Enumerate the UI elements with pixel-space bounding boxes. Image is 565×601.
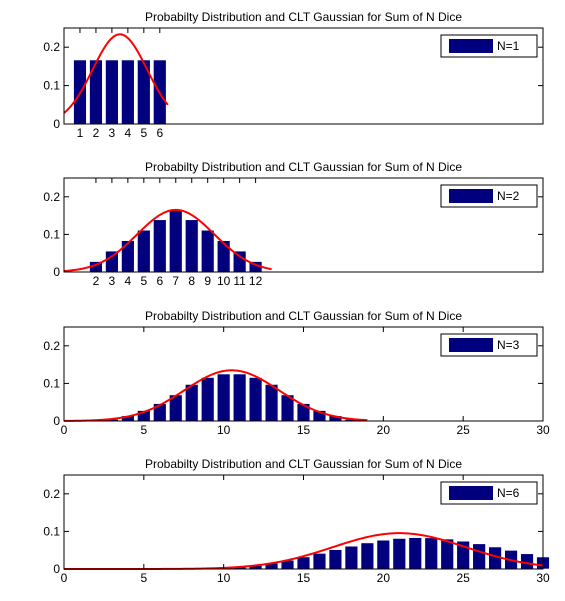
bar — [89, 59, 103, 125]
chart-panel-2: Probabilty Distribution and CLT Gaussian… — [43, 160, 544, 288]
gaussian-curve — [63, 369, 368, 422]
bar — [185, 384, 199, 422]
x-tick-label: 30 — [536, 423, 550, 437]
x-tick-label: 25 — [456, 423, 470, 437]
y-tick-label: 0.1 — [43, 79, 60, 93]
y-tick-label: 0.1 — [43, 227, 60, 241]
x-tick-label: 5 — [140, 423, 147, 437]
bar — [201, 229, 215, 273]
x-tick-label: 5 — [140, 126, 147, 140]
x-tick-label: 2 — [93, 126, 100, 140]
bar — [312, 553, 327, 570]
x-tick-label: 10 — [217, 571, 231, 585]
gaussian-curve — [63, 33, 169, 114]
legend-label: N=6 — [497, 486, 520, 500]
legend-label: N=3 — [497, 338, 520, 352]
bar — [248, 377, 263, 422]
x-tick-label: 7 — [172, 274, 179, 288]
bar — [360, 542, 375, 570]
legend-swatch — [449, 39, 493, 53]
x-tick-label: 6 — [156, 274, 163, 288]
legend: N=2 — [440, 184, 538, 208]
y-tick-label: 0 — [53, 117, 60, 131]
axes-box — [63, 27, 544, 125]
chart-title: Probabilty Distribution and CLT Gaussian… — [145, 160, 462, 174]
y-tick-label: 0.2 — [43, 40, 60, 54]
legend-swatch — [449, 338, 493, 352]
x-tick-label: 0 — [61, 423, 68, 437]
bar — [216, 373, 231, 422]
bar — [232, 373, 247, 422]
x-tick-label: 5 — [140, 571, 147, 585]
chart-title: Probabilty Distribution and CLT Gaussian… — [145, 457, 462, 471]
bar — [137, 59, 151, 125]
legend-swatch — [449, 189, 493, 203]
legend-swatch — [449, 486, 493, 500]
bar — [264, 384, 279, 422]
bar — [169, 209, 183, 273]
bar — [153, 219, 167, 273]
y-tick-label: 0.2 — [43, 190, 60, 204]
y-tick-label: 0.1 — [43, 376, 60, 390]
x-tick-label: 20 — [377, 423, 391, 437]
chart-title: Probabilty Distribution and CLT Gaussian… — [145, 10, 462, 24]
gaussian-curve — [63, 208, 272, 273]
legend-label: N=1 — [497, 39, 520, 53]
chart-panel-4: Probabilty Distribution and CLT Gaussian… — [43, 457, 550, 585]
x-tick-label: 3 — [109, 274, 116, 288]
x-tick-label: 6 — [156, 126, 163, 140]
x-tick-label: 25 — [456, 571, 470, 585]
x-tick-label: 3 — [109, 126, 116, 140]
bar — [121, 59, 135, 125]
x-tick-label: 10 — [217, 274, 231, 288]
x-tick-label: 9 — [204, 274, 211, 288]
x-tick-label: 2 — [93, 274, 100, 288]
bar — [185, 219, 199, 273]
axes-box — [63, 177, 544, 273]
chart-panel-1: Probabilty Distribution and CLT Gaussian… — [43, 10, 544, 140]
x-tick-label: 0 — [61, 571, 68, 585]
bar — [424, 537, 438, 570]
x-tick-label: 4 — [125, 274, 132, 288]
legend: N=6 — [440, 481, 538, 505]
bar — [105, 59, 119, 125]
legend: N=3 — [440, 333, 538, 357]
x-tick-label: 11 — [233, 274, 246, 288]
x-tick-label: 4 — [125, 126, 132, 140]
legend-label: N=2 — [497, 189, 520, 203]
x-tick-label: 20 — [377, 571, 391, 585]
x-tick-label: 5 — [140, 274, 147, 288]
bar — [344, 545, 359, 570]
x-tick-label: 1 — [77, 126, 84, 140]
bar — [408, 537, 422, 570]
x-tick-label: 15 — [297, 571, 311, 585]
x-tick-label: 10 — [217, 423, 231, 437]
bar — [472, 543, 486, 570]
bar — [392, 538, 406, 570]
y-tick-label: 0.2 — [43, 487, 60, 501]
chart-panel-3: Probabilty Distribution and CLT Gaussian… — [43, 309, 550, 437]
y-tick-label: 0 — [53, 414, 60, 428]
bar — [137, 229, 151, 273]
y-tick-label: 0.2 — [43, 339, 60, 353]
y-tick-label: 0 — [53, 265, 60, 279]
chart-title: Probabilty Distribution and CLT Gaussian… — [145, 309, 462, 323]
bar — [520, 553, 534, 570]
x-tick-label: 12 — [249, 274, 263, 288]
x-tick-label: 15 — [297, 423, 311, 437]
bar — [201, 377, 215, 422]
x-tick-label: 30 — [536, 571, 550, 585]
x-tick-label: 8 — [188, 274, 195, 288]
y-tick-label: 0.1 — [43, 524, 60, 538]
legend: N=1 — [440, 34, 538, 58]
bar — [328, 549, 343, 570]
y-tick-label: 0 — [53, 562, 60, 576]
